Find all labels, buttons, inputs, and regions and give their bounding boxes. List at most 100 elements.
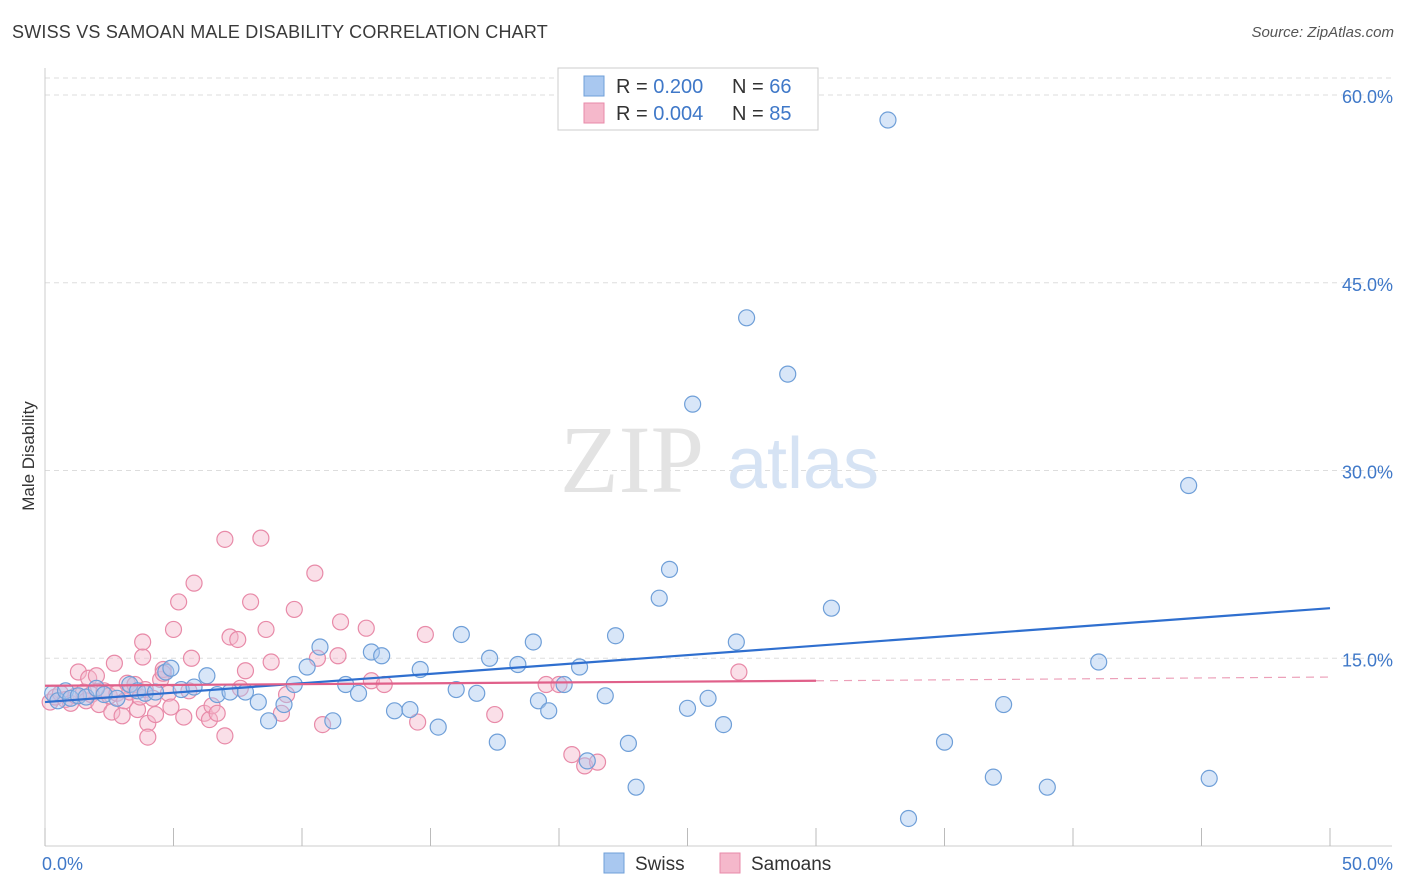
bottom-legend-label-swiss: Swiss (635, 854, 685, 875)
swiss-point (606, 627, 625, 645)
swiss-point (684, 395, 702, 413)
swiss-point (529, 692, 548, 710)
swiss-point (447, 680, 465, 699)
samoan-point (313, 715, 332, 734)
samoan-point (306, 564, 324, 582)
swiss-point (714, 715, 733, 734)
swiss-point (935, 733, 954, 751)
samoan-point (252, 529, 270, 547)
samoan-point (105, 654, 123, 672)
samoan-point (229, 630, 247, 649)
legend-swatch-samoans (583, 102, 605, 124)
samoan-point (416, 625, 434, 644)
samoan-point (134, 648, 152, 666)
svg-text:N = 85: N = 85 (732, 103, 792, 125)
swiss-point (524, 633, 542, 651)
samoan-point (128, 700, 147, 719)
swiss-point (146, 683, 165, 701)
svg-text:R = 0.200: R = 0.200 (616, 76, 703, 98)
swiss-point (995, 695, 1013, 714)
samoan-point (486, 705, 504, 724)
y-tick-label: 45.0% (1342, 275, 1393, 295)
legend-r-value-swiss: 0.200 (653, 76, 703, 98)
bottom-legend-swatch-swiss (603, 852, 625, 874)
x-tick-label: 0.0% (42, 854, 83, 874)
samoan-point (87, 667, 106, 685)
samoan-points (41, 529, 748, 775)
swiss-point (570, 658, 589, 676)
swiss-point (401, 700, 419, 719)
swiss-point (198, 667, 216, 685)
y-axis-title: Male Disability (19, 401, 38, 511)
swiss-point (468, 684, 486, 702)
y-tick-label: 30.0% (1342, 463, 1393, 483)
swiss-point (1180, 476, 1198, 495)
swiss-point (596, 687, 614, 705)
samoan-point (242, 593, 260, 611)
legend-n-label-swiss: N = (732, 76, 769, 98)
samoan-point (162, 698, 180, 716)
legend-swatch-swiss (583, 75, 605, 97)
samoan-point (730, 663, 748, 681)
legend-r-label-samoans: R = (616, 103, 653, 125)
swiss-point (298, 658, 316, 676)
swiss-point (738, 309, 756, 327)
y-tick-label: 60.0% (1342, 87, 1393, 107)
samoan-point (576, 757, 594, 775)
samoan-point (409, 713, 427, 731)
swiss-point (162, 659, 180, 677)
legend-n-value-swiss: 66 (769, 76, 791, 98)
swiss-point (1200, 769, 1218, 788)
swiss-point (509, 655, 527, 674)
swiss-point (578, 752, 596, 770)
x-tick-label: 50.0% (1342, 854, 1393, 874)
swiss-point (899, 809, 918, 828)
y-tick-label: 15.0% (1342, 650, 1393, 670)
trend-lines (44, 607, 1331, 704)
swiss-points (44, 111, 1218, 828)
samoan-point (134, 633, 152, 651)
swiss-point (678, 699, 697, 717)
swiss-point (984, 768, 1002, 786)
x-tick-labels: 0.0% 50.0% (42, 854, 1393, 874)
samoan-point (537, 675, 555, 694)
swiss-point (650, 589, 668, 607)
swiss-point (259, 712, 278, 730)
samoan-point (139, 728, 157, 746)
samoan-point (216, 530, 234, 548)
samoan-point (357, 619, 375, 637)
samoan-point (146, 705, 165, 724)
swiss-trend-line (44, 607, 1331, 704)
samoan-point (216, 727, 234, 745)
swiss-point (627, 778, 645, 796)
legend-r-label-swiss: R = (616, 76, 653, 98)
samoan-trend-line (44, 679, 817, 687)
legend-r-value-samoans: 0.004 (653, 103, 703, 125)
swiss-point (488, 733, 506, 751)
bottom-legend: Swiss Samoans (603, 852, 831, 875)
swiss-point (779, 365, 797, 383)
samoan-point (185, 574, 203, 592)
samoan-point (69, 663, 88, 681)
svg-text:R = 0.004: R = 0.004 (616, 103, 703, 125)
swiss-point (822, 599, 841, 617)
y-tick-labels: 15.0% 30.0% 45.0% 60.0% (1342, 87, 1393, 670)
swiss-point (324, 712, 342, 730)
swiss-point (249, 693, 267, 711)
samoan-point (236, 662, 255, 680)
swiss-point (1090, 653, 1108, 671)
source-label: Source: ZipAtlas.com (1251, 24, 1394, 41)
watermark: ZIP atlas (560, 406, 879, 513)
bottom-legend-swatch-samoans (719, 852, 741, 874)
samoan-point (208, 704, 226, 722)
samoan-point (262, 653, 280, 671)
samoan-point (563, 746, 581, 764)
svg-text:N = 66: N = 66 (732, 76, 792, 98)
samoan-trend-extension (815, 676, 1331, 682)
swiss-point (555, 675, 573, 694)
swiss-point (727, 633, 745, 651)
swiss-point (373, 647, 391, 665)
samoan-point (182, 649, 201, 667)
swiss-point (362, 643, 380, 661)
